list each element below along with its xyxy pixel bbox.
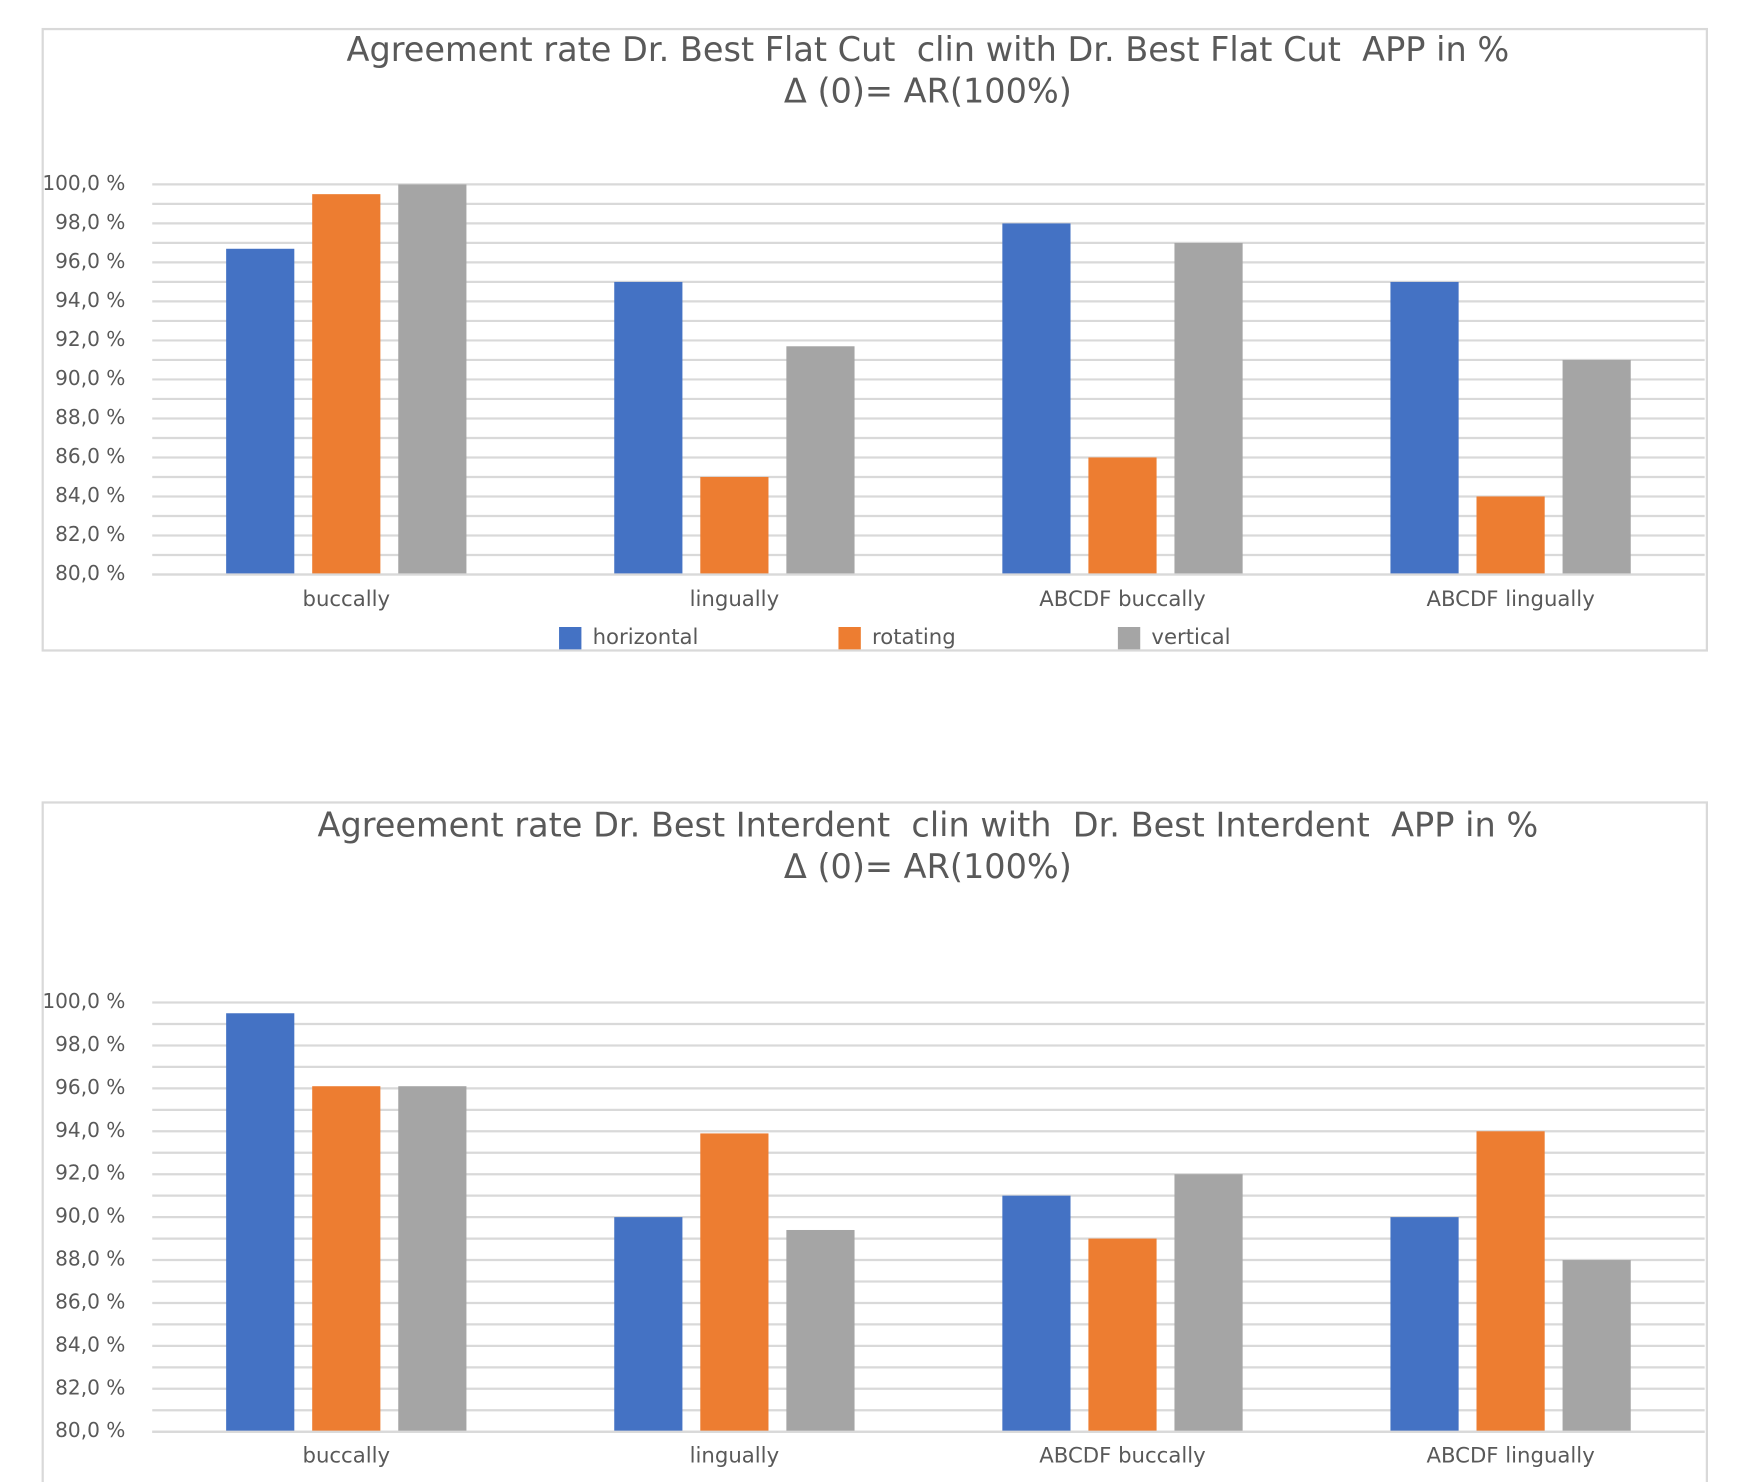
y-tick-label: 86,0 %	[55, 1289, 125, 1313]
bar	[1174, 1174, 1243, 1432]
bar	[614, 281, 683, 575]
legend-swatch	[559, 627, 582, 650]
y-tick-label: 92,0 %	[55, 1161, 125, 1185]
bar	[1390, 281, 1459, 575]
y-tick-label: 84,0 %	[55, 483, 125, 507]
bar	[614, 1217, 683, 1432]
y-tick-label: 82,0 %	[55, 1375, 125, 1399]
bar	[1390, 1217, 1459, 1432]
bar	[226, 248, 295, 575]
bar	[700, 476, 769, 575]
bar	[786, 346, 855, 575]
bar	[1002, 1195, 1071, 1432]
x-tick-label: lingually	[690, 587, 780, 612]
bar	[398, 1086, 467, 1432]
x-tick-label: buccally	[302, 1443, 390, 1468]
legend-swatch	[838, 627, 861, 650]
legend-label: rotating	[872, 625, 956, 650]
bar	[1476, 496, 1545, 575]
bar	[1002, 223, 1071, 575]
x-tick-label: buccally	[302, 587, 390, 612]
y-tick-label: 98,0 %	[55, 210, 125, 234]
bar	[312, 194, 381, 575]
bar	[312, 1086, 381, 1432]
y-tick-label: 88,0 %	[55, 405, 125, 429]
y-tick-label: 100,0 %	[42, 171, 125, 195]
legend-label: horizontal	[593, 625, 699, 650]
chart-subtitle: Δ (0)= AR(100%)	[784, 71, 1072, 110]
x-tick-label: lingually	[690, 1443, 780, 1468]
y-tick-label: 100,0 %	[42, 989, 125, 1013]
bar	[1562, 359, 1631, 575]
y-tick-label: 96,0 %	[55, 249, 125, 273]
y-tick-label: 90,0 %	[55, 1204, 125, 1228]
bar	[700, 1133, 769, 1432]
y-tick-label: 94,0 %	[55, 1118, 125, 1142]
legend-swatch	[1117, 627, 1141, 650]
bar	[1088, 1238, 1157, 1432]
chart-title: Agreement rate Dr. Best Interdent clin w…	[318, 806, 1539, 845]
chart-subtitle: Δ (0)= AR(100%)	[784, 847, 1072, 886]
bar	[786, 1229, 855, 1432]
bar	[226, 1013, 295, 1432]
y-tick-label: 88,0 %	[55, 1247, 125, 1271]
y-tick-label: 94,0 %	[55, 288, 125, 312]
y-tick-label: 82,0 %	[55, 522, 125, 546]
chart-frame	[41, 801, 1708, 1482]
y-tick-label: 92,0 %	[55, 327, 125, 351]
y-tick-label: 98,0 %	[55, 1032, 125, 1056]
bar	[398, 184, 467, 575]
bar	[1088, 457, 1157, 575]
y-tick-label: 96,0 %	[55, 1075, 125, 1099]
chart-frame	[41, 27, 1708, 652]
bar	[1476, 1131, 1545, 1432]
x-tick-label: ABCDF buccally	[1039, 1443, 1205, 1468]
x-tick-label: ABCDF lingually	[1426, 587, 1594, 612]
x-tick-label: ABCDF lingually	[1426, 1443, 1594, 1468]
bar	[1174, 242, 1243, 575]
y-tick-label: 80,0 %	[55, 561, 125, 585]
x-tick-label: ABCDF buccally	[1039, 587, 1205, 612]
y-tick-label: 80,0 %	[55, 1418, 125, 1442]
y-tick-label: 86,0 %	[55, 444, 125, 468]
bar	[1562, 1260, 1631, 1432]
chart-title: Agreement rate Dr. Best Flat Cut clin wi…	[347, 30, 1510, 69]
y-tick-label: 84,0 %	[55, 1332, 125, 1356]
y-tick-label: 90,0 %	[55, 366, 125, 390]
legend-label: vertical	[1151, 625, 1230, 650]
